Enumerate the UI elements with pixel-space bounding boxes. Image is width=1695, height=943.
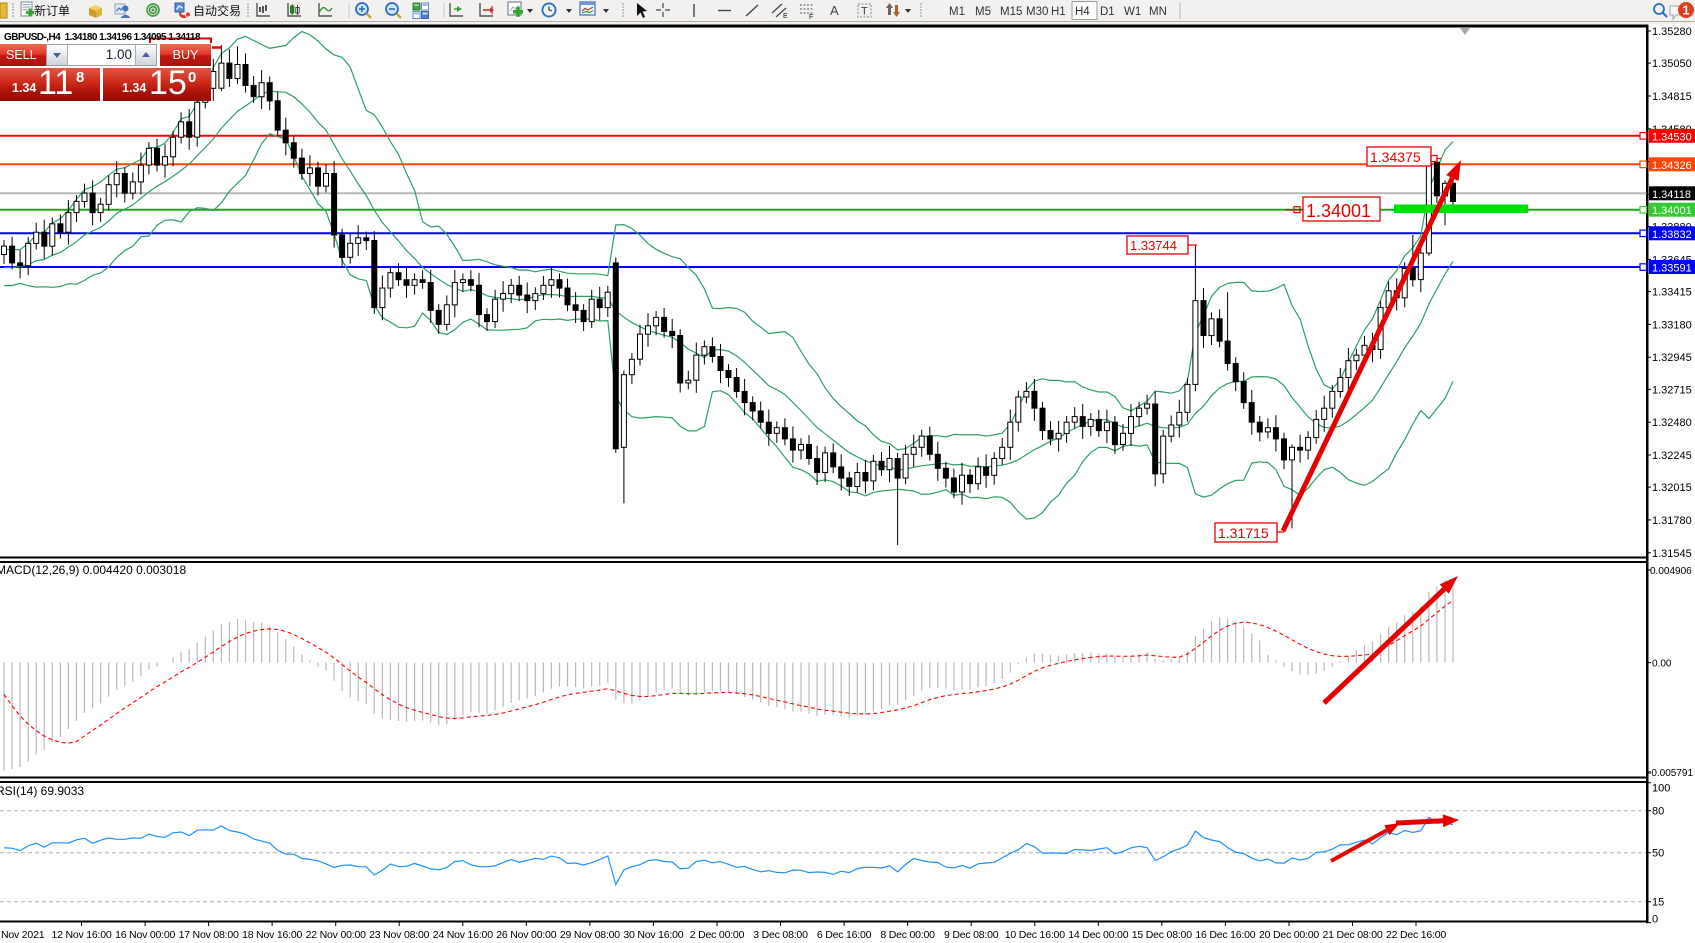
svg-text:M1: M1 [949, 6, 965, 18]
svg-text:15: 15 [1652, 897, 1664, 909]
svg-text:14 Dec 00:00: 14 Dec 00:00 [1068, 929, 1128, 941]
svg-text:1.34815: 1.34815 [1652, 91, 1692, 103]
svg-text:1: 1 [1683, 4, 1690, 18]
svg-text:Nov 2021: Nov 2021 [1, 929, 45, 941]
svg-text:M15: M15 [1000, 6, 1022, 18]
svg-text:1.31715: 1.31715 [1218, 525, 1269, 541]
svg-text:RSI(14) 69.9033: RSI(14) 69.9033 [0, 784, 84, 798]
svg-text:H1: H1 [1051, 6, 1066, 18]
svg-text:21 Dec 08:00: 21 Dec 08:00 [1322, 929, 1382, 941]
svg-text:MACD(12,26,9) 0.004420 0.00301: MACD(12,26,9) 0.004420 0.003018 [0, 563, 186, 577]
svg-text:16 Nov 00:00: 16 Nov 00:00 [115, 929, 175, 941]
svg-text:12 Nov 16:00: 12 Nov 16:00 [51, 929, 111, 941]
svg-text:1.32945: 1.32945 [1652, 352, 1692, 364]
svg-text:1.32480: 1.32480 [1652, 417, 1692, 429]
svg-text:M30: M30 [1026, 6, 1048, 18]
svg-text:9 Dec 08:00: 9 Dec 08:00 [944, 929, 999, 941]
svg-text:29 Nov 08:00: 29 Nov 08:00 [560, 929, 620, 941]
svg-text:D1: D1 [1100, 6, 1115, 18]
svg-text:20 Dec 00:00: 20 Dec 00:00 [1259, 929, 1319, 941]
svg-text:-0.005791: -0.005791 [1648, 768, 1693, 779]
svg-text:1.34118: 1.34118 [1652, 189, 1691, 201]
svg-text:T: T [861, 6, 868, 18]
svg-text:10 Dec 16:00: 10 Dec 16:00 [1005, 929, 1065, 941]
svg-text:1.33415: 1.33415 [1652, 287, 1692, 299]
svg-text:23 Nov 08:00: 23 Nov 08:00 [369, 929, 429, 941]
svg-text:F: F [809, 14, 813, 21]
svg-text:1.32715: 1.32715 [1652, 384, 1692, 396]
svg-text:新订单: 新订单 [34, 3, 70, 18]
svg-text:MN: MN [1149, 6, 1167, 18]
svg-text:M5: M5 [975, 6, 991, 18]
svg-text:1.31545: 1.31545 [1652, 548, 1692, 560]
svg-text:0.004906: 0.004906 [1650, 566, 1692, 577]
svg-text:2 Dec 00:00: 2 Dec 00:00 [690, 929, 745, 941]
svg-text:1.34001: 1.34001 [1306, 201, 1371, 221]
svg-text:A: A [830, 3, 839, 18]
svg-text:80: 80 [1652, 806, 1664, 818]
svg-text:6 Dec 16:00: 6 Dec 16:00 [817, 929, 872, 941]
svg-text:1.33180: 1.33180 [1652, 319, 1692, 331]
svg-text:0.00: 0.00 [1652, 659, 1672, 670]
svg-text:15 Dec 08:00: 15 Dec 08:00 [1132, 929, 1192, 941]
svg-text:22 Dec 16:00: 22 Dec 16:00 [1386, 929, 1446, 941]
svg-text:1.31780: 1.31780 [1652, 515, 1692, 527]
svg-text:1.32245: 1.32245 [1652, 450, 1692, 462]
svg-text:1.34001: 1.34001 [1652, 205, 1692, 217]
svg-text:8 Dec 00:00: 8 Dec 00:00 [880, 929, 935, 941]
svg-text:30 Nov 16:00: 30 Nov 16:00 [623, 929, 683, 941]
svg-text:H4: H4 [1075, 6, 1090, 18]
svg-text:1.35050: 1.35050 [1652, 58, 1692, 70]
svg-text:1.34326: 1.34326 [1652, 160, 1692, 172]
svg-text:18 Nov 16:00: 18 Nov 16:00 [242, 929, 302, 941]
svg-text:1.33591: 1.33591 [1652, 263, 1692, 275]
svg-text:1.34530: 1.34530 [1652, 131, 1692, 143]
svg-text:自动交易: 自动交易 [193, 3, 241, 18]
svg-text:E: E [783, 13, 788, 20]
svg-text:26 Nov 00:00: 26 Nov 00:00 [496, 929, 556, 941]
svg-text:1.33744: 1.33744 [1130, 238, 1177, 253]
svg-text:3 Dec 08:00: 3 Dec 08:00 [753, 929, 808, 941]
svg-text:1.35280: 1.35280 [1652, 26, 1692, 38]
svg-text:17 Nov 08:00: 17 Nov 08:00 [179, 929, 239, 941]
svg-text:GBPUSD-,H4 1.34180 1.34196 1.: GBPUSD-,H4 1.34180 1.34196 1.34095 1.341… [4, 32, 201, 43]
svg-text:1.34375: 1.34375 [1370, 149, 1421, 165]
svg-text:50: 50 [1652, 848, 1664, 860]
svg-text:22 Nov 00:00: 22 Nov 00:00 [306, 929, 366, 941]
svg-text:24 Nov 16:00: 24 Nov 16:00 [433, 929, 493, 941]
svg-text:100: 100 [1652, 783, 1670, 795]
svg-text:W1: W1 [1124, 6, 1141, 18]
svg-text:1.33832: 1.33832 [1652, 229, 1692, 241]
svg-text:0: 0 [1652, 914, 1658, 926]
svg-text:1.32015: 1.32015 [1652, 482, 1692, 494]
svg-text:16 Dec 16:00: 16 Dec 16:00 [1195, 929, 1255, 941]
